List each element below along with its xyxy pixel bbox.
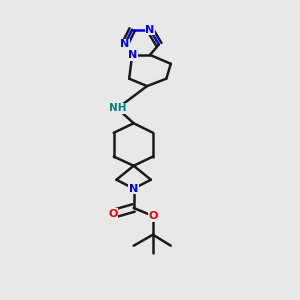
Text: NH: NH <box>109 103 126 113</box>
Text: N: N <box>146 25 154 34</box>
Text: O: O <box>108 209 118 219</box>
Text: N: N <box>128 50 137 60</box>
Text: O: O <box>148 211 158 221</box>
Text: N: N <box>129 184 138 194</box>
Text: N: N <box>120 40 129 50</box>
